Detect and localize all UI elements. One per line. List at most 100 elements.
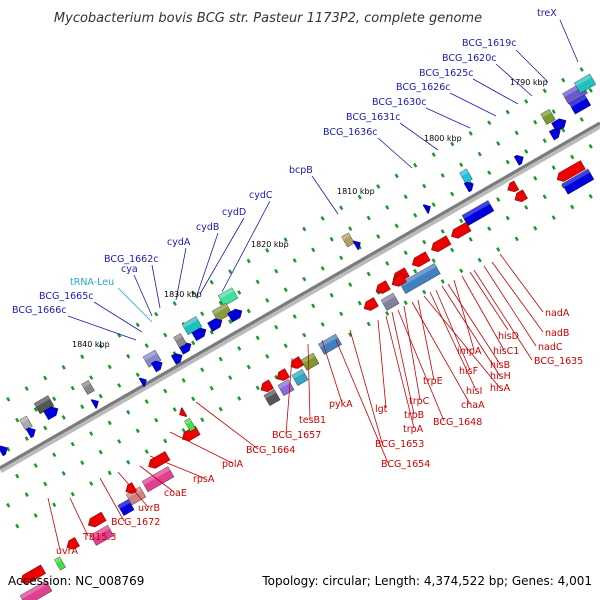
reverse-gene-feature bbox=[66, 537, 80, 550]
gene-label-BCG_1626c: BCG_1626c bbox=[396, 82, 451, 93]
tick-dot bbox=[413, 162, 418, 168]
tick-dot bbox=[329, 236, 334, 242]
tick-dot bbox=[505, 109, 510, 115]
tick-dot bbox=[117, 439, 122, 444]
tick-dot bbox=[70, 491, 75, 497]
tick-dot bbox=[144, 399, 149, 404]
gene-label-nadC: nadC bbox=[538, 342, 563, 353]
map-title: Mycobacterium bovis BCG str. Pasteur 117… bbox=[54, 11, 482, 26]
gene-box-highlight bbox=[212, 303, 228, 315]
gene-label-BCG_1665c: BCG_1665c bbox=[39, 291, 94, 302]
tick-dot bbox=[126, 353, 131, 359]
gene-box bbox=[561, 168, 595, 195]
gene-box-highlight bbox=[263, 389, 277, 399]
gene-label-treX: treX bbox=[537, 8, 557, 19]
gene-box-highlight bbox=[81, 380, 91, 388]
gene-box-highlight bbox=[574, 73, 592, 87]
gene-label-BCG_1630c: BCG_1630c bbox=[372, 97, 427, 108]
gene-box bbox=[181, 316, 203, 335]
tick-dot bbox=[413, 212, 418, 218]
gene-box-highlight bbox=[569, 94, 587, 108]
tick-dot bbox=[403, 250, 408, 256]
tick-dot bbox=[431, 258, 436, 263]
forward-callout-line bbox=[399, 122, 439, 151]
tick-dot bbox=[514, 236, 519, 242]
gene-box-highlight bbox=[380, 293, 396, 304]
tick-dot bbox=[89, 375, 94, 380]
tick-dot bbox=[366, 321, 371, 327]
forward-callout-line bbox=[311, 175, 339, 215]
forward-gene-feature bbox=[561, 168, 595, 195]
gene-arrow bbox=[66, 537, 80, 550]
tick-dot bbox=[283, 287, 288, 293]
gene-label-BCG_1662c: BCG_1662c bbox=[104, 254, 159, 265]
reverse-callout-line bbox=[335, 339, 389, 464]
tick-dot bbox=[311, 303, 316, 309]
tick-dot bbox=[459, 218, 464, 224]
gene-label-uvrB: uvrB bbox=[138, 503, 160, 514]
gene-feature bbox=[399, 263, 441, 294]
tick-dot bbox=[514, 130, 519, 136]
tick-dot bbox=[200, 367, 205, 373]
tick-dot bbox=[135, 322, 140, 328]
tick-dot bbox=[450, 191, 455, 197]
gene-feature bbox=[81, 379, 95, 395]
tick-dot bbox=[394, 223, 399, 229]
reverse-gene-feature bbox=[375, 280, 391, 294]
tick-dot bbox=[117, 333, 122, 338]
tick-dot bbox=[52, 452, 57, 458]
gene-label-tesB1: tesB1 bbox=[299, 415, 326, 426]
forward-callout-line bbox=[515, 49, 549, 83]
gene-label-cydB: cydB bbox=[196, 222, 219, 233]
gene-label-rpsA: rpsA bbox=[193, 474, 215, 485]
tick-dot bbox=[403, 194, 408, 200]
gene-label-trpC: trpC bbox=[409, 396, 430, 407]
gene-label-BCG_1653: BCG_1653 bbox=[375, 439, 424, 450]
gene-box-highlight bbox=[54, 556, 62, 564]
tick-dot bbox=[366, 215, 371, 221]
gene-box bbox=[173, 333, 187, 348]
gene-feature bbox=[291, 369, 309, 386]
reverse-gene-labels: nadA nadB nadC BCG_1635 hisD hisC1 impA … bbox=[56, 308, 583, 557]
tick-dot bbox=[348, 226, 353, 231]
tick-dot bbox=[126, 459, 131, 465]
tick-dot bbox=[154, 311, 159, 317]
reverse-callout-line bbox=[321, 339, 343, 404]
gene-box-highlight bbox=[399, 263, 437, 287]
trna-callout-line bbox=[117, 287, 153, 323]
gene-label-cya: cya bbox=[121, 264, 138, 275]
tick-label-1820: 1820 kbp bbox=[251, 240, 289, 249]
forward-gene-feature bbox=[548, 128, 561, 141]
tick-dot bbox=[588, 143, 593, 149]
tick-dot bbox=[172, 407, 177, 412]
gene-box-highlight bbox=[90, 525, 110, 539]
position-ticks: 1790 kbp 1800 kbp 1810 kbp 1820 kbp 1830… bbox=[72, 78, 548, 349]
reverse-callout-line bbox=[435, 289, 471, 371]
accession-text: Accession: NC_008769 bbox=[8, 574, 144, 588]
tick-dot bbox=[80, 404, 85, 410]
tick-dot bbox=[107, 470, 112, 476]
gene-label-BCG_1619c: BCG_1619c bbox=[462, 38, 517, 49]
tick-dot bbox=[440, 279, 445, 284]
tick-dot bbox=[505, 215, 510, 221]
gene-box-highlight bbox=[20, 580, 49, 600]
reverse-callout-line bbox=[461, 275, 505, 351]
forward-callout-line bbox=[67, 315, 137, 341]
tick-dot bbox=[70, 441, 75, 447]
gene-feature bbox=[19, 415, 33, 431]
gene-label-hisD: hisD bbox=[498, 331, 519, 342]
tick-dot bbox=[283, 237, 288, 243]
gene-arrow bbox=[25, 427, 36, 439]
tick-dot bbox=[181, 428, 186, 433]
gene-arrow bbox=[463, 181, 474, 193]
tick-dot bbox=[588, 87, 593, 93]
gene-label-BCG_1654: BCG_1654 bbox=[381, 459, 430, 470]
gene-arrow bbox=[352, 240, 361, 251]
reverse-gene-feature bbox=[363, 297, 379, 311]
tick-dot bbox=[200, 417, 205, 423]
forward-gene-feature bbox=[207, 318, 223, 332]
tick-dot bbox=[15, 523, 20, 529]
tick-dot bbox=[579, 117, 584, 122]
reverse-callout-line bbox=[411, 301, 471, 405]
